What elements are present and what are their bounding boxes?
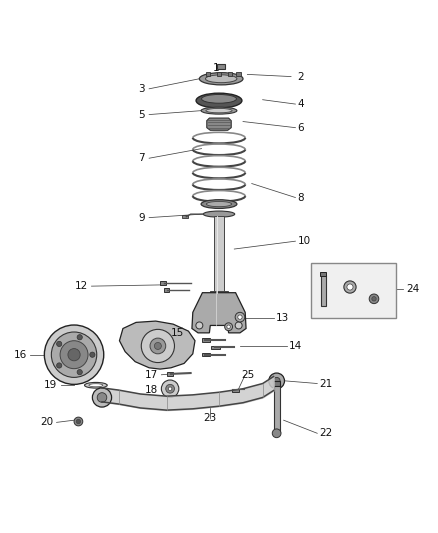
Bar — [182, 215, 187, 218]
Text: 8: 8 — [297, 192, 304, 203]
Circle shape — [238, 315, 242, 319]
Text: 20: 20 — [40, 417, 53, 427]
Text: 19: 19 — [44, 380, 57, 390]
Ellipse shape — [201, 94, 237, 103]
Ellipse shape — [201, 107, 237, 114]
Circle shape — [168, 387, 172, 391]
Text: 13: 13 — [276, 313, 289, 323]
Bar — [201, 338, 210, 342]
Circle shape — [225, 323, 233, 330]
Circle shape — [77, 369, 82, 375]
Circle shape — [57, 363, 62, 368]
Ellipse shape — [206, 201, 232, 207]
Circle shape — [369, 294, 379, 304]
Ellipse shape — [203, 211, 235, 217]
Text: 15: 15 — [171, 328, 184, 338]
Polygon shape — [120, 321, 195, 369]
Text: 25: 25 — [241, 370, 254, 380]
Circle shape — [141, 329, 174, 362]
Bar — [237, 72, 241, 76]
Ellipse shape — [199, 72, 243, 85]
Ellipse shape — [89, 384, 103, 387]
Circle shape — [235, 322, 242, 329]
Circle shape — [269, 373, 285, 389]
Text: 14: 14 — [289, 341, 302, 351]
Bar — [167, 372, 173, 376]
Circle shape — [154, 343, 161, 350]
Circle shape — [347, 284, 353, 290]
Bar — [201, 353, 210, 357]
Text: 9: 9 — [138, 213, 145, 223]
Text: 12: 12 — [75, 281, 88, 291]
Circle shape — [372, 297, 376, 301]
Bar — [160, 281, 166, 285]
Text: 24: 24 — [407, 284, 420, 294]
Text: 22: 22 — [319, 429, 333, 438]
Text: 2: 2 — [297, 71, 304, 82]
Ellipse shape — [205, 75, 237, 83]
Circle shape — [344, 281, 356, 293]
Text: 1: 1 — [212, 63, 219, 73]
Circle shape — [235, 312, 245, 322]
Circle shape — [90, 352, 95, 357]
Circle shape — [76, 419, 81, 424]
Bar — [210, 290, 228, 326]
FancyBboxPatch shape — [311, 263, 396, 318]
Polygon shape — [207, 118, 231, 130]
Circle shape — [161, 380, 179, 398]
Bar — [206, 72, 210, 76]
Text: 16: 16 — [14, 350, 27, 360]
Text: 21: 21 — [319, 378, 333, 389]
Text: 10: 10 — [297, 236, 311, 246]
Circle shape — [60, 341, 88, 369]
Circle shape — [196, 322, 203, 329]
Ellipse shape — [206, 108, 232, 113]
Ellipse shape — [196, 93, 242, 108]
Circle shape — [272, 429, 281, 438]
Circle shape — [166, 384, 174, 393]
Bar — [228, 72, 232, 76]
Bar — [273, 381, 280, 386]
Circle shape — [74, 417, 83, 426]
Bar — [217, 72, 221, 76]
Bar — [217, 64, 225, 69]
Circle shape — [92, 388, 112, 407]
Circle shape — [68, 349, 80, 361]
Text: 4: 4 — [297, 99, 304, 109]
Text: 7: 7 — [138, 153, 145, 163]
Text: 6: 6 — [297, 123, 304, 133]
Circle shape — [273, 377, 280, 384]
Bar — [163, 288, 169, 292]
Polygon shape — [192, 293, 246, 333]
Bar — [232, 389, 239, 392]
Bar — [211, 345, 220, 349]
Text: 18: 18 — [145, 385, 158, 394]
Bar — [320, 272, 326, 276]
Circle shape — [77, 335, 82, 340]
Circle shape — [97, 393, 107, 402]
Bar — [214, 216, 224, 293]
Text: 17: 17 — [145, 370, 158, 380]
Bar — [321, 275, 326, 306]
Circle shape — [150, 338, 166, 354]
Circle shape — [51, 332, 97, 377]
Text: 3: 3 — [138, 84, 145, 94]
Circle shape — [57, 341, 62, 346]
Circle shape — [227, 325, 230, 328]
Text: 5: 5 — [138, 110, 145, 119]
Ellipse shape — [85, 382, 107, 388]
Ellipse shape — [201, 200, 237, 208]
Text: 23: 23 — [204, 414, 217, 423]
Bar — [274, 384, 280, 433]
Circle shape — [44, 325, 104, 384]
